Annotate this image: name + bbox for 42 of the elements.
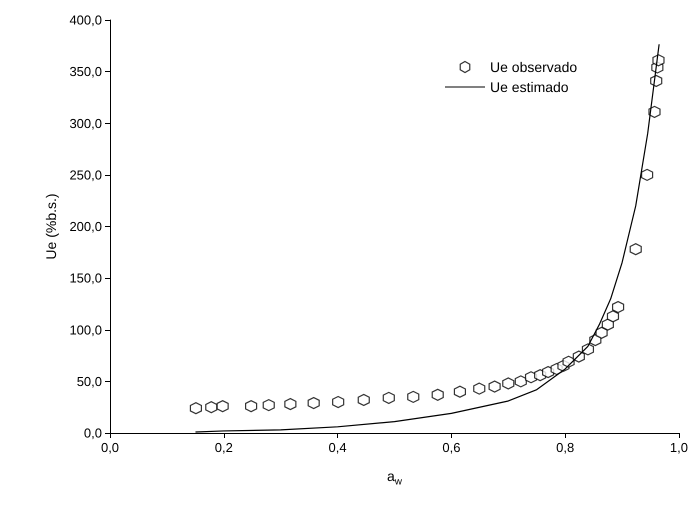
point xyxy=(630,243,642,256)
point xyxy=(190,402,202,414)
y-tick-label: 400,0 xyxy=(69,12,102,28)
point xyxy=(514,375,527,388)
y-tick-label: 350,0 xyxy=(69,64,102,80)
legend-label: Ue estimado xyxy=(490,79,569,95)
x-tick-label: 1,0 xyxy=(670,440,688,455)
point xyxy=(284,398,296,410)
point xyxy=(262,399,275,412)
x-tick-label: 0,2 xyxy=(214,440,233,455)
x-tick-label: 0,8 xyxy=(556,440,574,455)
y-tick-label: 0,0 xyxy=(84,426,102,440)
point xyxy=(641,168,654,181)
point xyxy=(473,382,486,395)
point xyxy=(502,377,514,390)
point xyxy=(308,396,320,410)
point xyxy=(454,386,466,398)
y-tick-label: 100,0 xyxy=(69,322,102,338)
y-tick-label: 300,0 xyxy=(69,116,102,131)
point xyxy=(332,396,344,408)
x-tick-label: 0,6 xyxy=(442,440,460,455)
point xyxy=(612,300,624,314)
point xyxy=(205,401,218,414)
x-tick-label: 0,4 xyxy=(328,440,347,455)
point xyxy=(606,310,620,322)
point xyxy=(245,400,258,412)
point xyxy=(432,388,444,401)
y-tick-label: 150,0 xyxy=(69,270,102,286)
point xyxy=(358,394,370,406)
point xyxy=(648,106,661,118)
point xyxy=(595,326,608,339)
y-tick-label: 50,0 xyxy=(76,374,102,389)
y-tick-label: 250,0 xyxy=(69,167,102,182)
point xyxy=(382,392,395,404)
point xyxy=(407,390,420,403)
legend-label: Ue observado xyxy=(490,59,578,75)
point xyxy=(216,400,229,412)
point xyxy=(602,318,614,331)
y-tick-label: 200,0 xyxy=(69,219,102,234)
y-axis-title: Ue (%b.s.) xyxy=(43,193,59,260)
x-tick-label: 0,0 xyxy=(100,440,120,455)
point xyxy=(488,380,501,393)
